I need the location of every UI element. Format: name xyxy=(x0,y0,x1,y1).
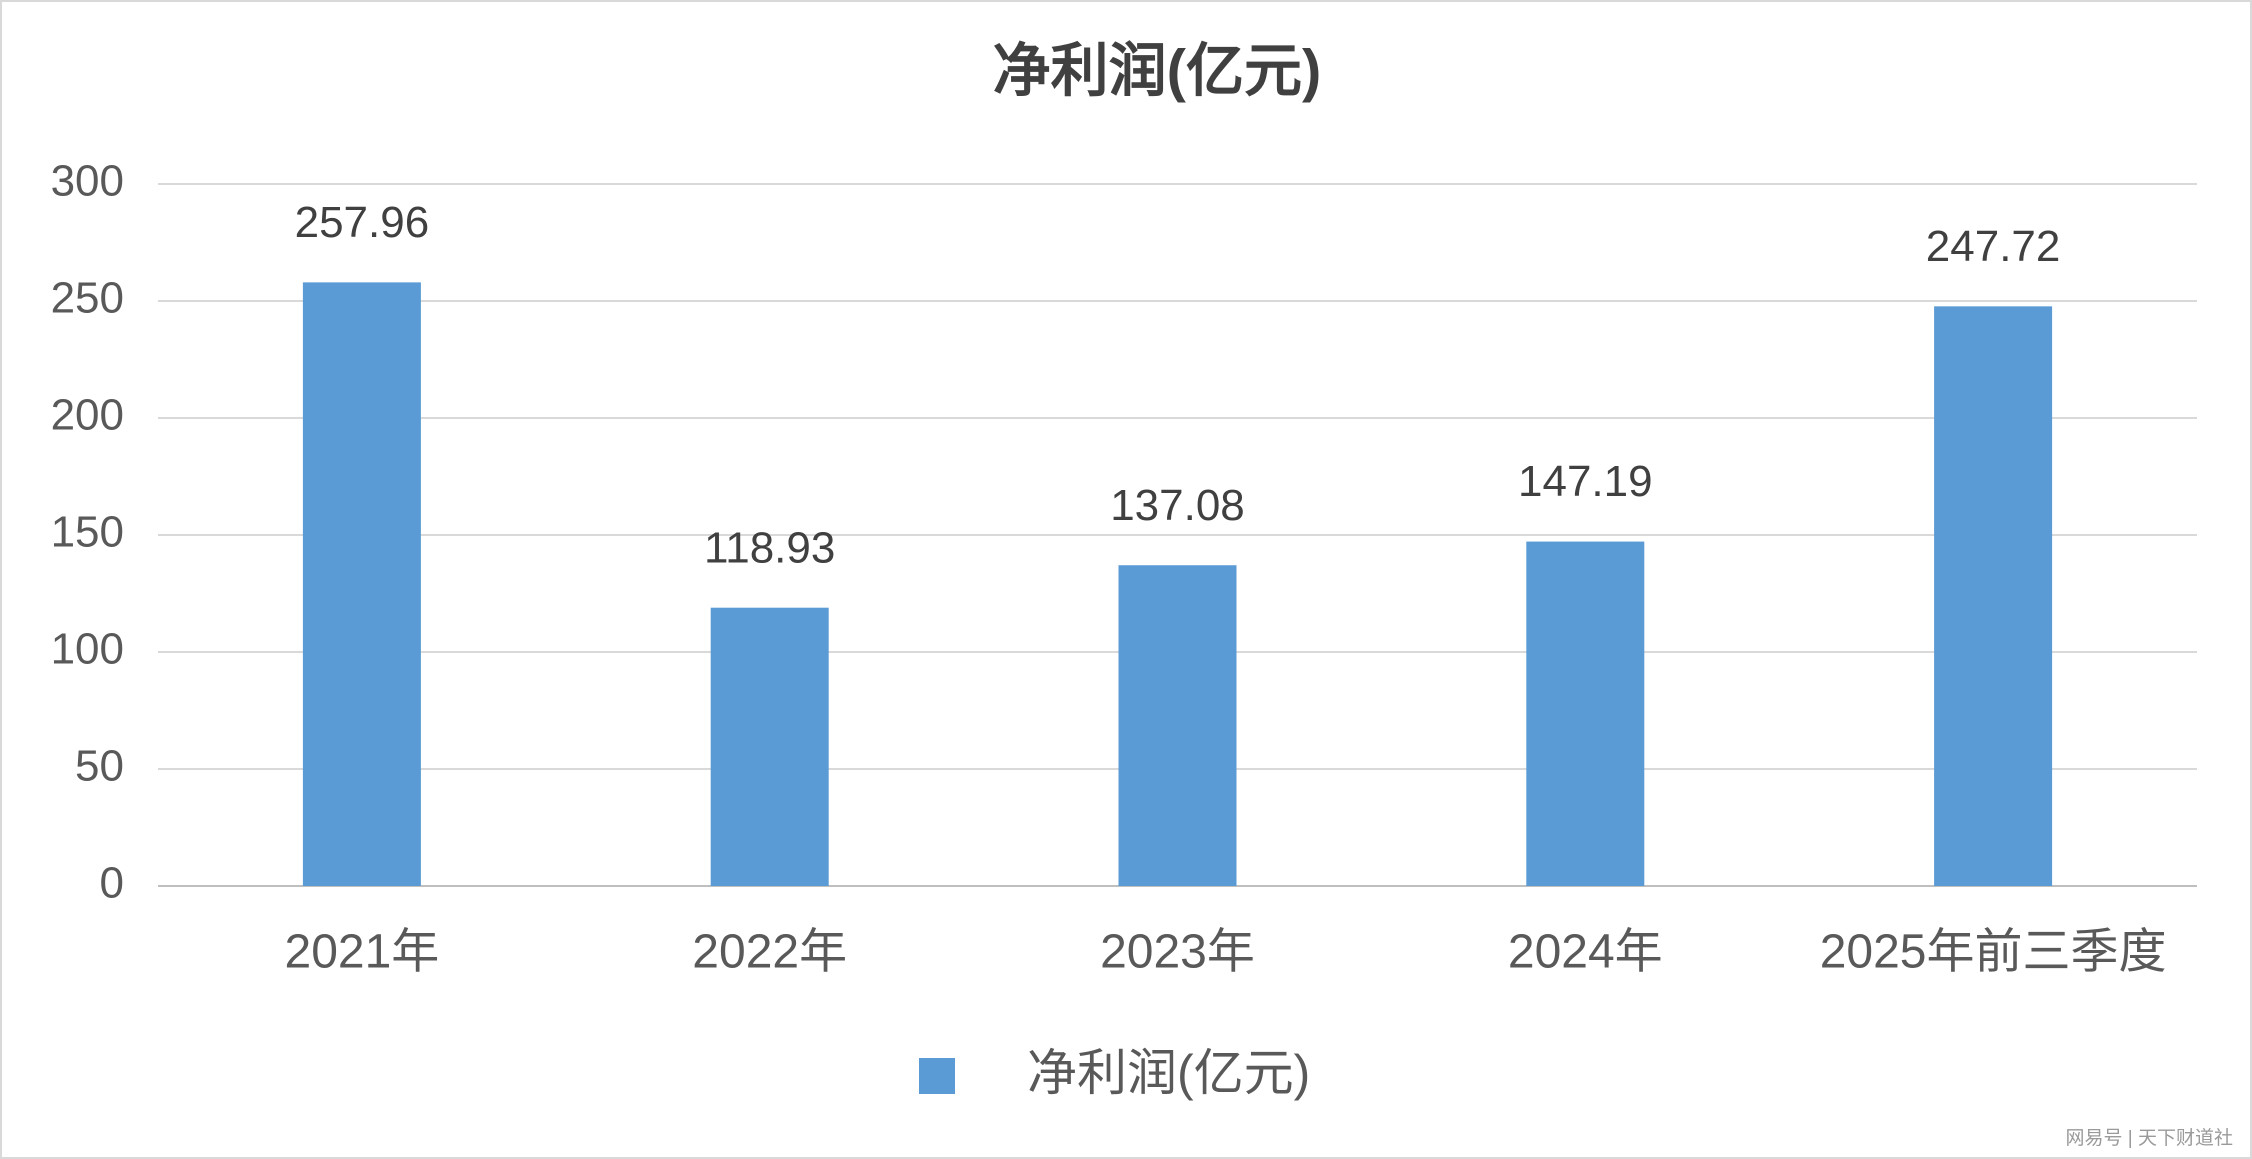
value-label: 257.96 xyxy=(295,198,430,247)
y-tick-label: 200 xyxy=(51,391,124,440)
x-tick-label: 2023年 xyxy=(1100,926,1255,979)
bar xyxy=(1118,565,1237,886)
x-tick-label: 2024年 xyxy=(1508,926,1663,979)
y-tick-label: 100 xyxy=(51,625,124,674)
y-tick-label: 150 xyxy=(51,508,124,557)
y-tick-label: 0 xyxy=(100,859,124,908)
value-label: 247.72 xyxy=(1926,222,2061,271)
legend-swatch xyxy=(919,1058,955,1094)
watermark: 网易号 | 天下财道社 xyxy=(2066,1127,2234,1149)
bar xyxy=(302,282,421,886)
x-tick-label: 2022年 xyxy=(692,926,847,979)
chart-title: 净利润(亿元) xyxy=(993,38,1322,103)
value-label: 137.08 xyxy=(1110,481,1245,530)
bar xyxy=(1526,541,1645,886)
value-label: 118.93 xyxy=(704,523,835,572)
y-tick-label: 50 xyxy=(75,742,124,791)
y-tick-label: 300 xyxy=(51,157,124,206)
x-tick-label: 2025年前三季度 xyxy=(1820,926,2167,979)
x-tick-label: 2021年 xyxy=(285,926,440,979)
value-label: 147.19 xyxy=(1518,457,1653,506)
legend-label: 净利润(亿元) xyxy=(1027,1045,1310,1101)
bar xyxy=(1934,306,2053,886)
bar xyxy=(710,607,829,886)
y-tick-label: 250 xyxy=(51,274,124,323)
